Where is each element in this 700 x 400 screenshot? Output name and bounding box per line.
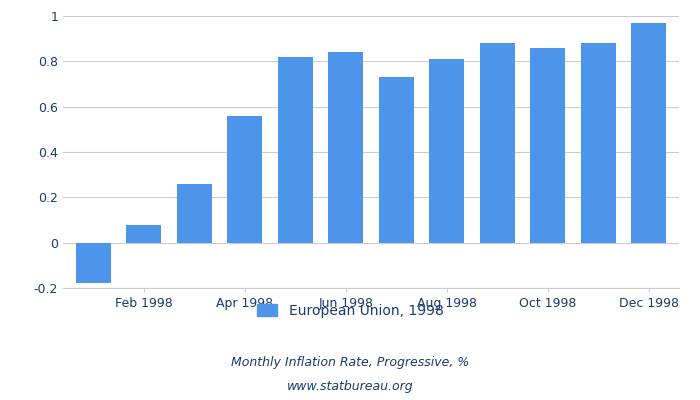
Bar <box>480 43 515 243</box>
Bar <box>530 48 566 243</box>
Text: Monthly Inflation Rate, Progressive, %: Monthly Inflation Rate, Progressive, % <box>231 356 469 369</box>
Bar <box>379 77 414 243</box>
Bar <box>176 184 212 243</box>
Bar <box>328 52 363 243</box>
Bar <box>227 116 262 243</box>
Bar <box>580 43 616 243</box>
Legend: European Union, 1998: European Union, 1998 <box>251 298 449 323</box>
Bar <box>278 57 313 243</box>
Bar <box>126 224 162 243</box>
Bar <box>429 59 464 243</box>
Bar <box>76 243 111 284</box>
Text: www.statbureau.org: www.statbureau.org <box>287 380 413 393</box>
Bar <box>631 23 666 243</box>
